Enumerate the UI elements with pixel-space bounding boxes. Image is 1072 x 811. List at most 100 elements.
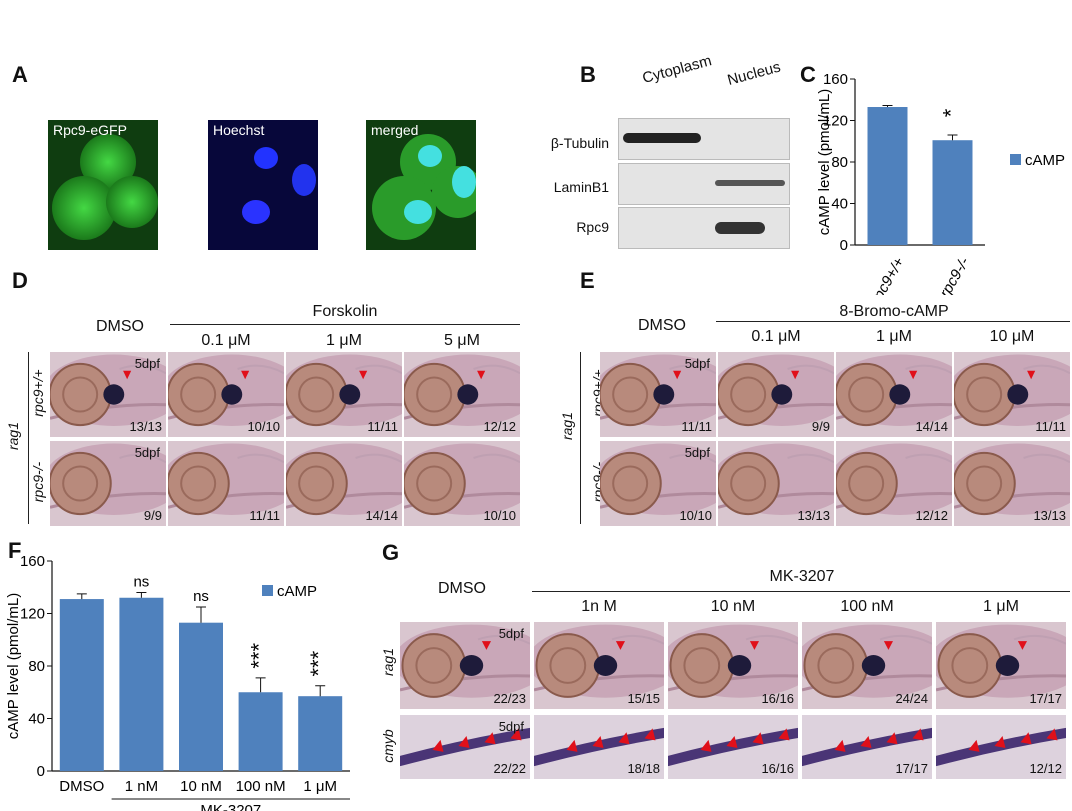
category-label: rpc9-/- <box>936 255 972 296</box>
thymus-signal <box>457 384 479 405</box>
y-tick-label: 80 <box>831 154 848 171</box>
chart-f: 0 40 80 120 160 DMSO ns 1 nM ns 10 nM *** 100 nM ***… <box>5 553 350 811</box>
thymus-signal <box>771 384 793 405</box>
hoechst-image: Hoechst <box>208 120 318 250</box>
g-gene-rag1: rag1 <box>380 647 396 677</box>
embryo-count: 22/23 <box>493 691 526 706</box>
bar <box>59 599 104 771</box>
d-gene: rag1 <box>5 421 21 451</box>
d-gene-rule <box>28 352 29 524</box>
red-arrowhead-icon <box>994 736 1006 749</box>
red-arrowhead-icon <box>673 370 682 380</box>
error-bar <box>136 592 147 598</box>
panel-label-c: C <box>800 62 816 87</box>
red-arrowhead-icon <box>123 370 132 380</box>
thymus-signal <box>339 384 361 405</box>
embryo-count: 11/11 <box>681 419 712 434</box>
thymus-signal <box>221 384 243 405</box>
e-embryo-mut: 12/12 <box>836 441 952 526</box>
merged-label: merged <box>371 122 419 138</box>
gfp-label: Rpc9-eGFP <box>53 122 127 138</box>
red-arrowhead-icon <box>700 739 712 752</box>
significance-label: ns <box>133 574 149 591</box>
red-arrowhead-icon <box>566 739 578 752</box>
red-arrowhead-icon <box>1020 732 1032 745</box>
d-control: DMSO <box>96 318 144 335</box>
e-embryo-wt: 14/14 <box>836 352 952 437</box>
y-tick-label: 160 <box>823 71 848 88</box>
red-arrowhead-icon <box>510 728 522 741</box>
red-arrowhead-icon <box>359 370 368 380</box>
y-tick-label: 80 <box>28 658 45 675</box>
stage-label: 5dpf <box>134 356 160 371</box>
embryo-count: 15/15 <box>627 691 660 706</box>
d-dose-2: 1 μM <box>326 332 362 349</box>
group-label: MK-3207 <box>200 802 261 811</box>
stage-label: 5dpf <box>498 719 524 734</box>
y-tick-label: 40 <box>831 196 848 213</box>
e-embryo-wt: 9/9 <box>718 352 834 437</box>
embryo-count: 17/17 <box>895 761 928 776</box>
significance-label: *** <box>247 643 272 669</box>
e-dose-3: 10 μM <box>989 328 1035 345</box>
red-arrowhead-icon <box>778 728 790 741</box>
e-embryo-wt: 5dpf 11/11 <box>600 352 716 437</box>
e-gene-rule <box>580 352 581 524</box>
category-label: 1 μM <box>303 778 337 795</box>
legend-label: cAMP <box>1025 152 1065 169</box>
panel-label-d: D <box>12 268 28 293</box>
red-arrowhead-icon <box>752 732 764 745</box>
significance-label: ns <box>193 588 209 605</box>
e-treatment-rule <box>716 321 1070 322</box>
y-tick-label: 120 <box>823 113 848 130</box>
d-embryo-mut: 10/10 <box>404 441 520 526</box>
embryo-count: 9/9 <box>143 508 162 523</box>
d-embryo-mut: 14/14 <box>286 441 402 526</box>
red-arrowhead-icon <box>886 732 898 745</box>
red-arrowhead-icon <box>615 641 625 650</box>
gfp-image: Rpc9-eGFP <box>48 120 158 250</box>
red-arrowhead-icon <box>644 728 656 741</box>
stage-label: 5dpf <box>134 445 160 460</box>
e-embryo-mut: 13/13 <box>718 441 834 526</box>
e-treatment: 8-Bromo-cAMP <box>839 303 949 320</box>
e-dose-2: 1 μM <box>876 328 912 345</box>
error-bar <box>947 134 958 141</box>
red-arrowhead-icon <box>618 732 630 745</box>
embryo-count: 16/16 <box>761 691 794 706</box>
g-embryo-rag1: 17/17 <box>936 622 1066 709</box>
embryo-count: 22/22 <box>493 761 526 776</box>
d-genotype-wt: rpc9+/+ <box>30 369 46 417</box>
legend-swatch <box>262 585 273 596</box>
embryo-count: 10/10 <box>483 508 516 523</box>
bar <box>179 622 223 771</box>
g-treatment: MK-3207 <box>769 568 835 585</box>
red-arrowhead-icon <box>1027 370 1036 380</box>
g-embryo-rag1: 16/16 <box>668 622 798 709</box>
g-dose-4: 1 μM <box>983 598 1019 615</box>
significance-label: * <box>939 108 964 117</box>
g-dose-1: 1n M <box>581 598 617 615</box>
red-arrowhead-icon <box>241 370 250 380</box>
stage-label: 5dpf <box>498 626 524 641</box>
red-arrowhead-icon <box>726 736 738 749</box>
embryo-count: 9/9 <box>811 419 830 434</box>
d-embryo-wt: 5dpf 13/13 <box>50 352 166 437</box>
e-gene: rag1 <box>559 411 575 441</box>
red-arrowhead-icon <box>432 739 444 752</box>
g-embryo-cmyb: 12/12 <box>936 715 1066 779</box>
panel-label-b: B <box>580 62 596 87</box>
red-arrowhead-icon <box>834 739 846 752</box>
legend-label: cAMP <box>277 583 317 600</box>
error-bar <box>255 677 266 693</box>
e-dose-1: 0.1 μM <box>751 328 801 345</box>
wb-band-rpc9 <box>618 207 790 249</box>
thymus-signal <box>727 655 752 676</box>
d-dose-3: 5 μM <box>444 332 480 349</box>
embryo-count: 10/10 <box>679 508 712 523</box>
wb-col-cytoplasm: Cytoplasm <box>640 52 714 87</box>
red-arrowhead-icon <box>1046 728 1058 741</box>
bar <box>932 140 973 245</box>
embryo-count: 12/12 <box>1029 761 1062 776</box>
embryo-count: 11/11 <box>249 508 280 523</box>
